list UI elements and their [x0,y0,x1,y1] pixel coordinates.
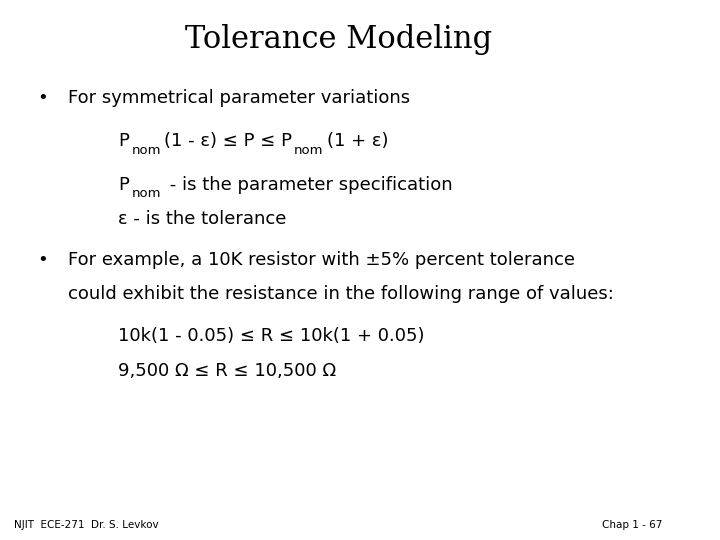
Text: could exhibit the resistance in the following range of values:: could exhibit the resistance in the foll… [68,285,613,303]
Text: nom: nom [132,187,161,200]
Text: 10k(1 - 0.05) ≤ R ≤ 10k(1 + 0.05): 10k(1 - 0.05) ≤ R ≤ 10k(1 + 0.05) [118,327,425,345]
Text: (1 - ε) ≤ P ≤ P: (1 - ε) ≤ P ≤ P [164,132,292,150]
Text: nom: nom [132,144,161,157]
Text: •: • [37,251,48,269]
Text: (1 + ε): (1 + ε) [327,132,388,150]
Text: - is the parameter specification: - is the parameter specification [164,176,453,193]
Text: •: • [37,89,48,107]
Text: For example, a 10K resistor with ±5% percent tolerance: For example, a 10K resistor with ±5% per… [68,251,575,269]
Text: P: P [118,132,129,150]
Text: P: P [118,176,129,193]
Text: ε - is the tolerance: ε - is the tolerance [118,210,287,227]
Text: nom: nom [294,144,324,157]
Text: For symmetrical parameter variations: For symmetrical parameter variations [68,89,410,107]
Text: NJIT  ECE-271  Dr. S. Levkov: NJIT ECE-271 Dr. S. Levkov [14,520,158,530]
Text: Chap 1 - 67: Chap 1 - 67 [603,520,663,530]
Text: 9,500 Ω ≤ R ≤ 10,500 Ω: 9,500 Ω ≤ R ≤ 10,500 Ω [118,362,336,380]
Text: Tolerance Modeling: Tolerance Modeling [184,24,492,55]
